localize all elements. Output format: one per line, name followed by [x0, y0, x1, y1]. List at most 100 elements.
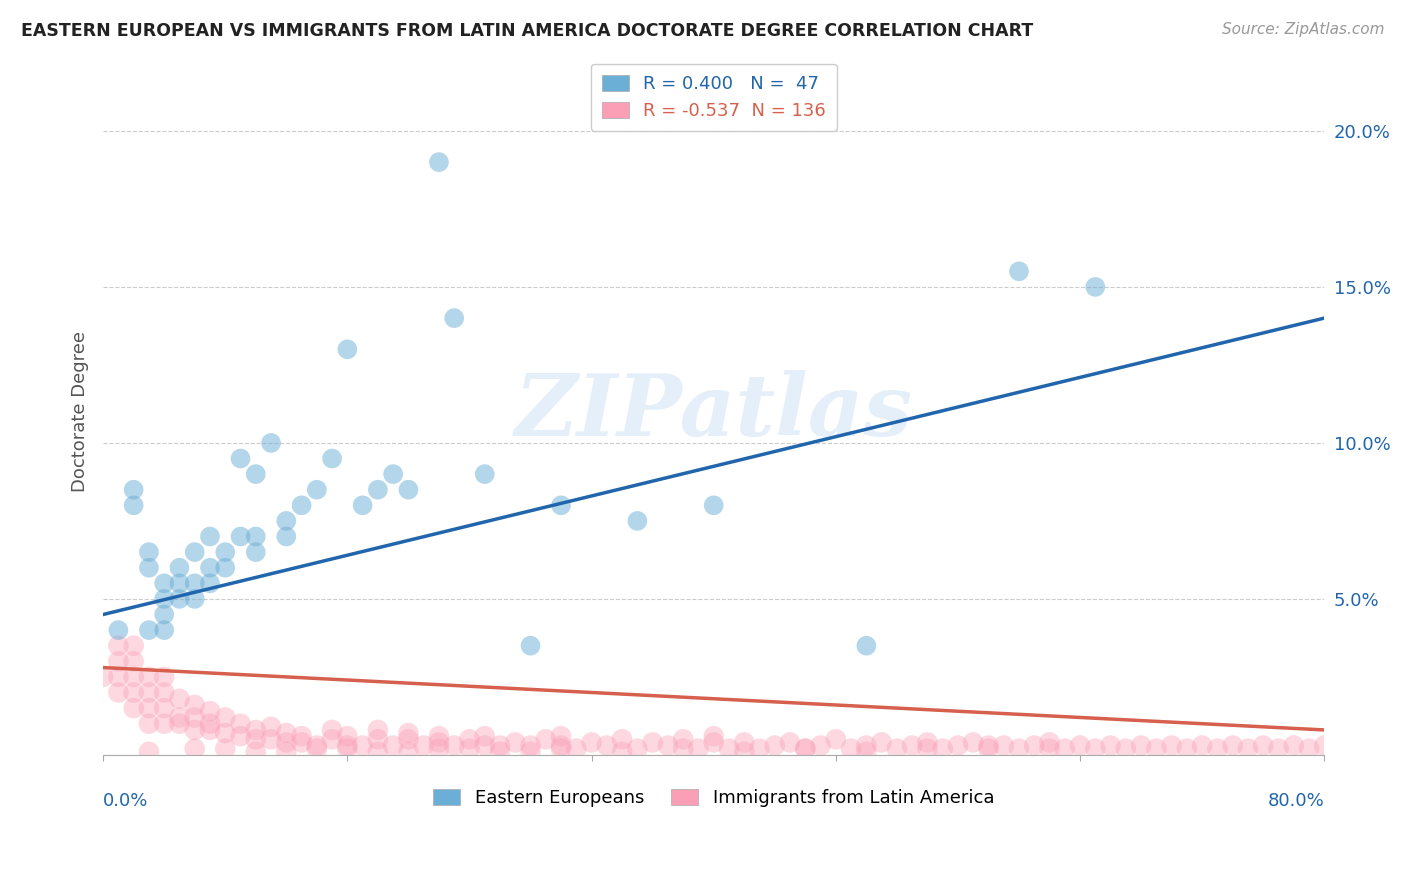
Point — [198, 576, 221, 591]
Point — [183, 591, 205, 606]
Point — [138, 560, 160, 574]
Point — [1237, 741, 1260, 756]
Point — [610, 732, 633, 747]
Point — [321, 451, 343, 466]
Point — [122, 685, 145, 699]
Point — [276, 514, 298, 528]
Point — [1267, 741, 1289, 756]
Point — [153, 576, 176, 591]
Point — [336, 741, 359, 756]
Point — [672, 732, 695, 747]
Point — [443, 739, 465, 753]
Point — [198, 723, 221, 737]
Point — [305, 483, 328, 497]
Point — [474, 467, 496, 482]
Point — [550, 739, 572, 753]
Point — [657, 739, 679, 753]
Point — [153, 591, 176, 606]
Point — [474, 739, 496, 753]
Point — [458, 732, 481, 747]
Point — [153, 716, 176, 731]
Point — [550, 498, 572, 512]
Point — [489, 739, 512, 753]
Point — [352, 739, 374, 753]
Point — [917, 735, 939, 749]
Point — [107, 685, 129, 699]
Point — [214, 710, 236, 724]
Point — [122, 498, 145, 512]
Point — [153, 607, 176, 622]
Point — [260, 436, 283, 450]
Point — [626, 514, 648, 528]
Point — [1008, 741, 1031, 756]
Legend: Eastern Europeans, Immigrants from Latin America: Eastern Europeans, Immigrants from Latin… — [426, 781, 1001, 814]
Point — [245, 732, 267, 747]
Point — [153, 623, 176, 637]
Point — [183, 723, 205, 737]
Point — [565, 741, 588, 756]
Point — [122, 701, 145, 715]
Point — [198, 560, 221, 574]
Point — [1084, 741, 1107, 756]
Point — [290, 735, 312, 749]
Point — [138, 685, 160, 699]
Point — [169, 716, 191, 731]
Point — [977, 739, 1000, 753]
Point — [993, 739, 1015, 753]
Point — [824, 732, 846, 747]
Point — [367, 723, 389, 737]
Point — [229, 716, 252, 731]
Text: Source: ZipAtlas.com: Source: ZipAtlas.com — [1222, 22, 1385, 37]
Point — [214, 741, 236, 756]
Point — [917, 741, 939, 756]
Point — [1222, 739, 1244, 753]
Point — [276, 735, 298, 749]
Point — [107, 654, 129, 668]
Point — [169, 576, 191, 591]
Point — [733, 735, 755, 749]
Point — [276, 745, 298, 759]
Point — [534, 732, 557, 747]
Point — [245, 529, 267, 543]
Point — [626, 741, 648, 756]
Point — [169, 710, 191, 724]
Point — [229, 451, 252, 466]
Text: 80.0%: 80.0% — [1268, 792, 1324, 810]
Point — [107, 670, 129, 684]
Point — [138, 545, 160, 559]
Point — [810, 739, 832, 753]
Point — [1053, 741, 1076, 756]
Point — [1298, 741, 1320, 756]
Point — [183, 576, 205, 591]
Point — [305, 741, 328, 756]
Point — [427, 741, 450, 756]
Point — [396, 726, 419, 740]
Point — [245, 745, 267, 759]
Point — [977, 741, 1000, 756]
Point — [1038, 741, 1060, 756]
Point — [153, 685, 176, 699]
Point — [153, 670, 176, 684]
Point — [427, 729, 450, 743]
Point — [138, 670, 160, 684]
Point — [260, 732, 283, 747]
Point — [214, 726, 236, 740]
Point — [122, 670, 145, 684]
Point — [321, 732, 343, 747]
Point — [1175, 741, 1198, 756]
Point — [1251, 739, 1274, 753]
Point — [138, 745, 160, 759]
Point — [229, 529, 252, 543]
Point — [214, 545, 236, 559]
Point — [610, 745, 633, 759]
Point — [107, 639, 129, 653]
Point — [748, 741, 770, 756]
Point — [794, 741, 817, 756]
Point — [1313, 739, 1336, 753]
Point — [412, 739, 434, 753]
Point — [305, 739, 328, 753]
Point — [367, 745, 389, 759]
Point — [839, 741, 862, 756]
Point — [855, 745, 877, 759]
Point — [489, 745, 512, 759]
